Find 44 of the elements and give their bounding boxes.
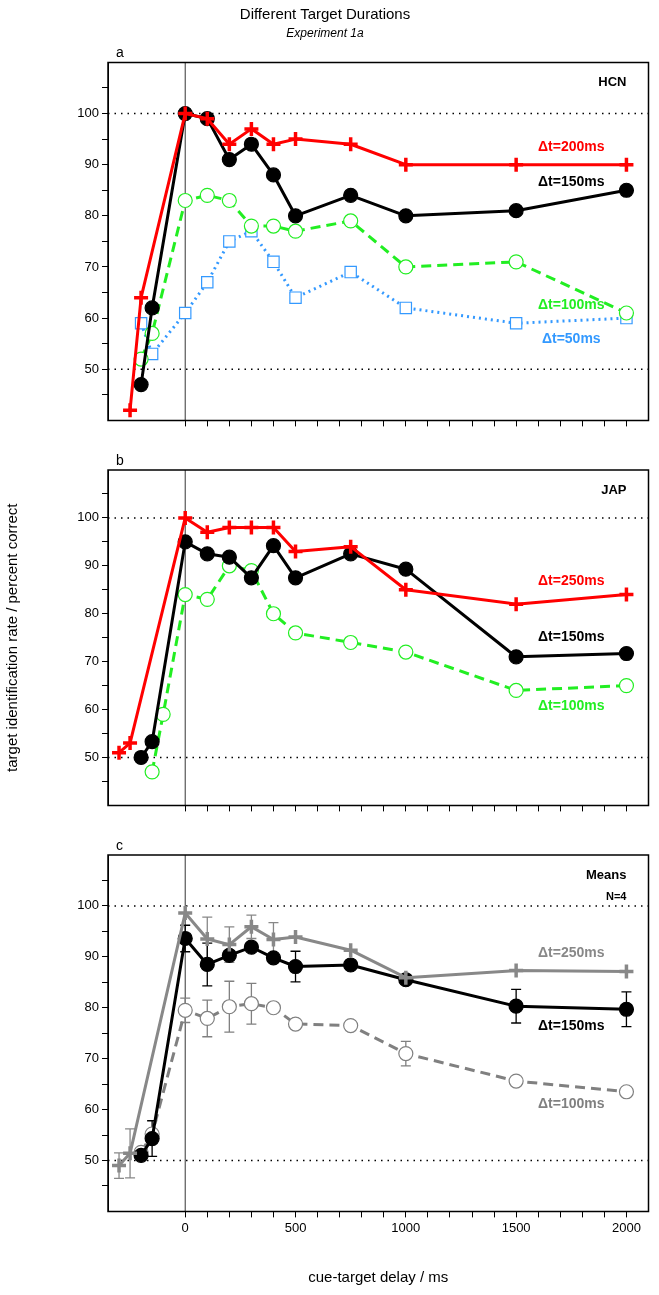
text: a xyxy=(116,44,124,61)
y-tick-label: 60 xyxy=(84,701,99,717)
x-tick-label: 2000 xyxy=(611,1219,641,1235)
y-tick-label: 60 xyxy=(84,309,99,325)
y-tick-label: 70 xyxy=(84,653,99,669)
y-tick-label: 50 xyxy=(84,749,99,765)
y-tick-label: 90 xyxy=(84,156,99,172)
x-tick-label: 0 xyxy=(181,1219,189,1235)
series-label: Δt=100ms xyxy=(538,1095,605,1112)
y-tick-label: 50 xyxy=(84,1152,99,1168)
series-label: Δt=150ms xyxy=(538,173,605,190)
y-tick-label: 90 xyxy=(84,557,99,573)
x-tick-label: 1500 xyxy=(501,1219,531,1235)
y-tick-label: 100 xyxy=(77,509,99,525)
chart-title: Different Target Durations xyxy=(239,5,411,23)
series-label: Δt=250ms xyxy=(538,943,605,960)
annotation: Means xyxy=(586,867,627,883)
annotation: N=4 xyxy=(606,889,628,902)
series-label: Δt=250ms xyxy=(538,572,605,589)
text: c xyxy=(116,836,123,853)
series-label: Δt=50ms xyxy=(541,329,601,346)
x-tick-label: 1000 xyxy=(391,1219,421,1235)
series-label: Δt=100ms xyxy=(538,296,605,313)
y-axis-title: target identification rate / percent correct xyxy=(3,502,21,772)
y-tick-label: 70 xyxy=(84,258,99,274)
text: b xyxy=(116,451,124,468)
y-tick-label: 80 xyxy=(84,207,99,223)
y-tick-label: 80 xyxy=(84,999,99,1015)
series-label: Δt=100ms xyxy=(538,696,605,713)
y-tick-label: 100 xyxy=(77,105,99,121)
series-label: Δt=150ms xyxy=(538,628,605,645)
y-tick-label: 80 xyxy=(84,605,99,621)
chart-subtitle: Experiment 1a xyxy=(286,25,365,40)
y-tick-label: 90 xyxy=(84,948,99,964)
x-axis-title: cue-target delay / ms xyxy=(308,1268,449,1286)
y-tick-label: 70 xyxy=(84,1050,99,1066)
y-tick-label: 100 xyxy=(77,897,99,913)
annotation: HCN xyxy=(598,74,627,90)
y-tick-label: 50 xyxy=(84,360,99,376)
series-label: Δt=200ms xyxy=(538,137,605,154)
series-label: Δt=150ms xyxy=(538,1016,605,1033)
x-tick-label: 500 xyxy=(284,1219,307,1235)
y-tick-label: 60 xyxy=(84,1101,99,1117)
annotation: JAP xyxy=(601,482,627,498)
